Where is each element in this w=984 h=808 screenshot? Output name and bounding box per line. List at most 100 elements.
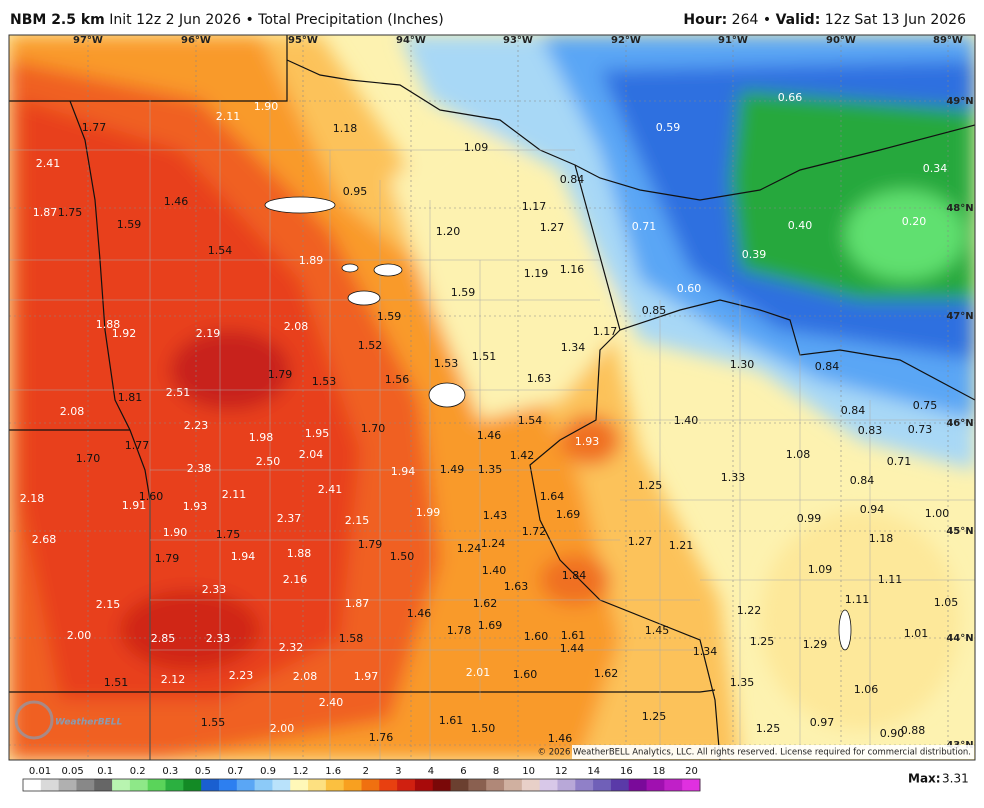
precip-label: 1.54 [208, 244, 233, 257]
legend-label: 20 [685, 766, 698, 777]
legend-swatch [76, 779, 95, 791]
lon-label: 89°W [933, 35, 963, 46]
legend-swatch [343, 779, 362, 791]
legend-swatch [593, 779, 612, 791]
precip-label: 1.90 [254, 100, 279, 113]
precip-label: 1.27 [540, 221, 565, 234]
legend-swatch [325, 779, 345, 791]
precip-label: 2.01 [466, 666, 491, 679]
precip-label: 1.69 [556, 508, 581, 521]
precip-label: 2.32 [279, 641, 304, 654]
lat-label: 48°N [946, 203, 973, 214]
precip-label: 1.08 [786, 448, 811, 461]
precip-label: 1.46 [164, 195, 189, 208]
legend-swatch [183, 779, 202, 791]
borders [9, 35, 975, 760]
precip-label: 1.49 [440, 463, 465, 476]
precip-label: 1.87 [345, 597, 370, 610]
precip-label: 0.73 [908, 423, 933, 436]
precip-label: 1.51 [104, 676, 129, 689]
legend-swatch [557, 779, 576, 791]
precip-label: 1.99 [416, 506, 441, 519]
legend-swatch [379, 779, 398, 791]
legend-label: 10 [522, 766, 535, 777]
precip-label: 1.87 [33, 206, 58, 219]
precip-label: 1.50 [471, 722, 496, 735]
legend-swatch [575, 779, 594, 791]
precip-label: 1.56 [385, 373, 410, 386]
legend-label: 0.7 [227, 766, 243, 777]
precip-label: 0.83 [858, 424, 883, 437]
precip-label: 1.44 [560, 642, 585, 655]
legend-swatch [414, 779, 434, 791]
legend-swatch [504, 779, 523, 791]
precip-label: 0.94 [860, 503, 885, 516]
precip-label: 0.34 [923, 162, 948, 175]
precip-label: 2.18 [20, 492, 45, 505]
precip-label: 1.19 [524, 267, 549, 280]
precip-label: 0.60 [677, 282, 702, 295]
precip-label: 0.75 [913, 399, 938, 412]
precip-label: 1.79 [155, 552, 180, 565]
precip-label: 1.91 [122, 499, 147, 512]
legend-label: 0.9 [260, 766, 276, 777]
legend-swatch [112, 779, 131, 791]
precip-label: 1.50 [390, 550, 415, 563]
precip-label: 1.30 [730, 358, 755, 371]
precip-label: 1.81 [118, 391, 143, 404]
precip-label: 1.58 [339, 632, 364, 645]
precip-label: 1.01 [904, 627, 929, 640]
hour-label: Hour: [683, 12, 728, 28]
legend-swatch [610, 779, 630, 791]
precip-label: 1.90 [163, 526, 188, 539]
legend-swatch [539, 779, 558, 791]
legend-swatch [308, 779, 327, 791]
precip-label: 1.62 [473, 597, 498, 610]
legend-label: 18 [653, 766, 666, 777]
legend-swatch [129, 779, 149, 791]
precip-label: 1.69 [478, 619, 503, 632]
precip-label: 1.34 [693, 645, 718, 658]
precip-label: 2.08 [293, 670, 318, 683]
precip-label: 1.88 [287, 547, 312, 560]
legend-swatch [58, 779, 77, 791]
precip-label: 1.78 [447, 624, 472, 637]
precip-label: 1.34 [561, 341, 586, 354]
lat-label: 44°N [946, 633, 973, 644]
lon-label: 97°W [73, 35, 103, 46]
precip-label: 0.88 [901, 724, 926, 737]
lat-label: 45°N [946, 526, 973, 537]
sep: • [245, 12, 254, 28]
map-frame [8, 34, 976, 761]
precip-label: 0.97 [810, 716, 835, 729]
legend-label: 2 [363, 766, 369, 777]
precip-label: 1.51 [472, 350, 497, 363]
precip-label: 1.93 [183, 500, 208, 513]
legend-swatch [664, 779, 683, 791]
precip-label: 2.08 [60, 405, 85, 418]
precip-label: 1.53 [434, 357, 459, 370]
precip-label: 1.42 [510, 449, 535, 462]
legend-swatch [201, 779, 220, 791]
precip-label: 1.92 [112, 327, 137, 340]
precip-label: 1.22 [737, 604, 762, 617]
precip-label: 1.79 [358, 538, 383, 551]
copyright: © 2026 WeatherBELL Analytics, LLC. All r… [538, 748, 971, 758]
precip-label: 2.33 [202, 583, 227, 596]
precip-label: 1.46 [548, 732, 573, 745]
lat-label: 47°N [946, 311, 973, 322]
legend-label: 14 [587, 766, 600, 777]
legend-label: 3 [395, 766, 401, 777]
precip-label: 1.59 [451, 286, 476, 299]
legend-swatch [94, 779, 113, 791]
precip-label: 0.84 [560, 173, 585, 186]
precip-label: 1.11 [878, 573, 903, 586]
lon-label: 92°W [611, 35, 641, 46]
precip-label: 1.70 [76, 452, 101, 465]
precip-label: 1.94 [231, 550, 256, 563]
legend-label: 0.05 [61, 766, 83, 777]
legend-label: 16 [620, 766, 633, 777]
precip-label: 2.11 [216, 110, 241, 123]
precip-label: 2.50 [256, 455, 281, 468]
